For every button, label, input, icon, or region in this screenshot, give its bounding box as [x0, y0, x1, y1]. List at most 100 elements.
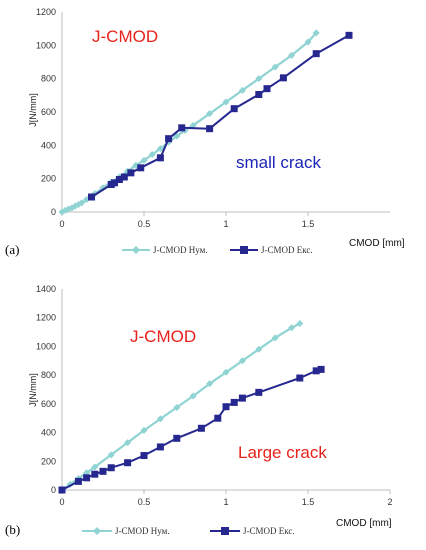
panel-a-y-tick-label: 600	[41, 107, 56, 117]
panel-b-legend-marker-numerical	[93, 527, 101, 535]
panel-a-data-point-experimental	[206, 125, 214, 133]
panel-b-data-point-experimental	[173, 434, 181, 442]
panel-a-x-tick-label: 0.5	[138, 219, 151, 229]
panel-a-data-point-numerical	[148, 151, 156, 158]
panel-b-y-axis-label: J[N/mm]	[28, 373, 38, 407]
panel-b-legend: J-CMOD Нум. J-CMOD Екс.	[82, 526, 295, 536]
panel-a-series-experimental	[88, 31, 353, 201]
panel-a-data-point-numerical	[312, 29, 320, 37]
panel-a-x-axis-label: CMOD [mm]	[349, 238, 405, 249]
panel-b-data-point-numerical	[296, 319, 304, 327]
panel-a-data-point-numerical	[222, 98, 230, 106]
panel-b-data-point-experimental	[296, 374, 304, 382]
panel-a-legend-marker-experimental	[240, 246, 248, 254]
panel-a-data-point-experimental	[115, 176, 123, 183]
panel-a-data-point-numerical	[206, 110, 214, 118]
panel-a-data-point-numerical	[304, 38, 312, 46]
panel-b-data-point-numerical	[288, 324, 296, 332]
panel-b-series-experimental	[58, 365, 325, 494]
panel-b-data-point-numerical	[255, 345, 263, 353]
panel-b-y-tick-label: 600	[41, 399, 56, 409]
panel-b-data-point-experimental	[74, 477, 82, 485]
panel-b-y-tick-label: 1400	[36, 284, 56, 294]
panel-a-y-ticks: 0 200 400 600 800 1000 1200	[36, 7, 56, 217]
panel-a-label: (a)	[5, 242, 19, 257]
panel-a-data-point-experimental	[279, 74, 287, 82]
panel-b-data-point-numerical	[156, 415, 164, 423]
panel-a-data-point-experimental	[312, 50, 320, 58]
panel-b-y-tick-label: 200	[41, 456, 56, 466]
panel-b-y-tick-label: 1000	[36, 341, 56, 351]
panel-b-annotation-note: Large crack	[238, 443, 327, 462]
panel-a-y-tick-label: 1000	[36, 40, 56, 50]
panel-b-data-point-numerical	[91, 463, 99, 471]
panel-b-data-point-experimental	[58, 486, 66, 494]
panel-b-chart: J[N/mm] 0 200 400 600 800 1000 1200 1400 0 0.5 1 1…	[5, 284, 393, 537]
panel-a-chart: J[N/mm] 0 200 400 600 800 1000 1200 0 0.5 1 1.5 J…	[5, 7, 405, 257]
panel-a-data-point-numerical	[156, 145, 164, 153]
panel-b-y-tick-label: 0	[51, 485, 56, 495]
panel-b-data-point-numerical	[206, 380, 214, 388]
panel-b-y-ticks: 0 200 400 600 800 1000 1200 1400	[36, 284, 56, 495]
panel-b-data-point-experimental	[197, 424, 205, 432]
panel-b-annotation-title: J-CMOD	[130, 327, 196, 346]
panel-b-data-point-experimental	[238, 394, 246, 402]
panel-a-data-point-experimental	[110, 179, 118, 187]
panel-a-x-tick-label: 1.5	[302, 219, 315, 229]
panel-b-data-point-experimental	[156, 443, 164, 451]
panel-b-data-point-experimental	[214, 414, 222, 422]
panel-b-data-point-experimental	[230, 398, 238, 406]
panel-b-x-tick-label: 0.5	[138, 497, 151, 507]
panel-b-x-tick-label: 0	[59, 497, 64, 507]
panel-a-data-point-numerical	[271, 63, 279, 71]
panel-b-data-point-numerical	[189, 392, 197, 400]
panel-b-y-tick-label: 1200	[36, 313, 56, 323]
panel-a-data-point-numerical	[288, 51, 296, 59]
panel-a-data-point-experimental	[255, 91, 263, 98]
panel-a-x-tick-label: 1	[223, 219, 228, 229]
panel-a-y-axis-label: J[N/mm]	[28, 93, 38, 127]
panel-a-data-point-experimental	[156, 154, 164, 162]
panel-a-data-point-numerical	[189, 121, 197, 129]
panel-a-annotation-note: small crack	[236, 153, 322, 172]
panel-a-data-point-numerical	[255, 75, 263, 83]
panel-a-data-point-numerical	[140, 156, 148, 164]
panel-b-x-tick-label: 2	[387, 497, 392, 507]
panel-b-data-point-numerical	[271, 334, 279, 342]
panel-b-data-point-experimental	[83, 474, 91, 482]
panel-a-data-point-experimental	[345, 31, 353, 39]
panel-b-data-point-numerical	[107, 451, 115, 459]
panel-a-data-point-numerical	[78, 199, 86, 207]
panel-a-y-tick-label: 1200	[36, 7, 56, 17]
panel-a-data-point-experimental	[263, 85, 271, 93]
panel-a-y-tick-label: 0	[51, 207, 56, 217]
panel-a-y-tick-label: 400	[41, 140, 56, 150]
panel-b-x-axis-label: CMOD [mm]	[336, 518, 392, 529]
panel-a-legend-label-numerical: J-CMOD Нум.	[153, 245, 208, 255]
panel-a-data-point-experimental	[137, 164, 145, 172]
panel-a-x-ticks: 0 0.5 1 1.5	[59, 212, 314, 229]
panel-b-data-point-experimental	[124, 459, 132, 467]
panel-b-y-tick-label: 800	[41, 370, 56, 380]
panel-a-series-numerical	[58, 29, 320, 216]
panel-b-legend-marker-experimental	[221, 527, 229, 535]
panel-a-data-point-experimental	[165, 135, 173, 143]
panel-b-data-point-numerical	[222, 368, 230, 376]
panel-b-data-point-experimental	[99, 467, 107, 475]
panel-b-legend-label-experimental: J-CMOD Екс.	[243, 526, 295, 536]
panel-a-y-tick-label: 200	[41, 174, 56, 184]
panel-a-legend-marker-numerical	[132, 246, 140, 254]
panel-a-legend-label-experimental: J-CMOD Екс.	[261, 245, 313, 255]
panel-b-data-point-numerical	[140, 426, 148, 434]
panel-b-x-tick-label: 1.5	[302, 497, 315, 507]
panel-b-data-point-numerical	[124, 439, 132, 447]
panel-b-y-tick-label: 400	[41, 428, 56, 438]
panel-b-series-numerical	[58, 319, 304, 494]
panel-b-data-point-experimental	[140, 452, 148, 460]
panel-a-legend: J-CMOD Нум. J-CMOD Екс.	[122, 245, 313, 255]
panel-a-data-point-experimental	[230, 105, 238, 113]
panel-b-data-point-experimental	[255, 388, 263, 396]
panel-a-annotation-title: J-CMOD	[92, 27, 158, 46]
panel-a-x-tick-label: 0	[59, 219, 64, 229]
